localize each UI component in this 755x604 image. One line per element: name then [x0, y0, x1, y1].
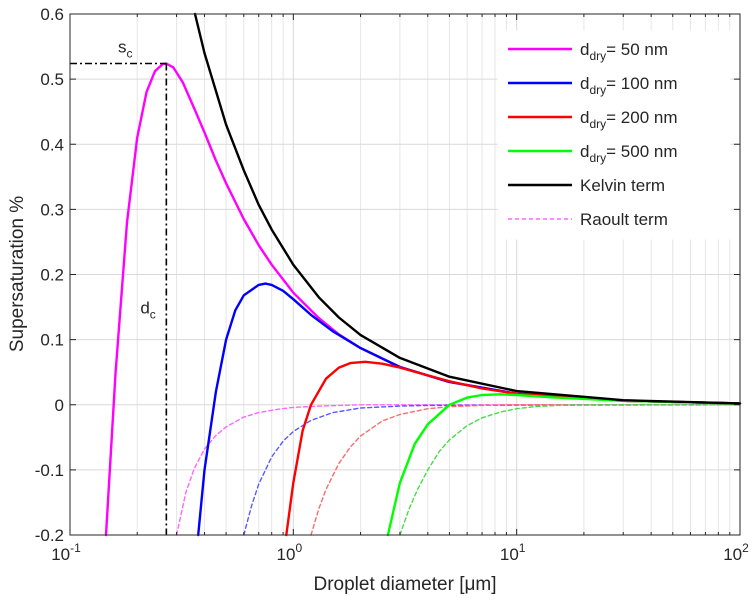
annotation-sc: sc	[118, 37, 133, 60]
y-tick-label: 0.4	[40, 135, 64, 154]
x-tick-label: 101	[500, 541, 526, 564]
x-axis-label: Droplet diameter [μm]	[313, 574, 496, 595]
series-line-2	[285, 360, 742, 537]
annotation-dc: dc	[140, 299, 155, 322]
legend-label-0: ddry= 50 nm	[580, 40, 668, 63]
y-tick-label: 0.5	[40, 70, 64, 89]
x-tick-label: 100	[277, 541, 303, 564]
critical-point-annotation: sc dc	[70, 37, 168, 535]
legend-label-2: ddry= 200 nm	[580, 108, 678, 131]
y-axis-label: Supersaturation %	[7, 196, 28, 352]
y-tick-label: 0	[55, 396, 64, 415]
y-tick-labels: -0.2 -0.1 0 0.1 0.2 0.3 0.4 0.5 0.6	[35, 5, 64, 545]
y-tick-label: -0.2	[35, 526, 64, 545]
y-tick-label: -0.1	[35, 461, 64, 480]
y-tick-label: 0.2	[40, 266, 64, 285]
legend-box	[497, 30, 731, 240]
series-line-4	[193, 12, 742, 405]
x-tick-label: 102	[723, 541, 749, 564]
series-line-3	[386, 393, 742, 537]
legend-label-5: Raoult term	[580, 210, 668, 229]
series-line-5	[175, 404, 741, 536]
series-line-6	[243, 404, 741, 536]
y-tick-label: 0.6	[40, 5, 64, 24]
y-tick-label: 0.3	[40, 200, 64, 219]
series-line-7	[310, 404, 741, 536]
axis-ticks	[69, 13, 741, 536]
raoult-curves	[175, 404, 741, 536]
legend-label-1: ddry= 100 nm	[580, 74, 678, 97]
x-tick-label: 10-1	[51, 541, 81, 564]
series-line-8	[399, 404, 741, 536]
x-tick-labels: 10-1 100 101 102	[51, 541, 749, 564]
legend-label-3: ddry= 500 nm	[580, 142, 678, 165]
legend-label-4: Kelvin term	[580, 176, 665, 195]
legend: ddry= 50 nm ddry= 100 nm ddry= 200 nm ddry=…	[497, 30, 731, 240]
y-tick-label: 0.1	[40, 331, 64, 350]
koehler-curves	[104, 12, 742, 537]
